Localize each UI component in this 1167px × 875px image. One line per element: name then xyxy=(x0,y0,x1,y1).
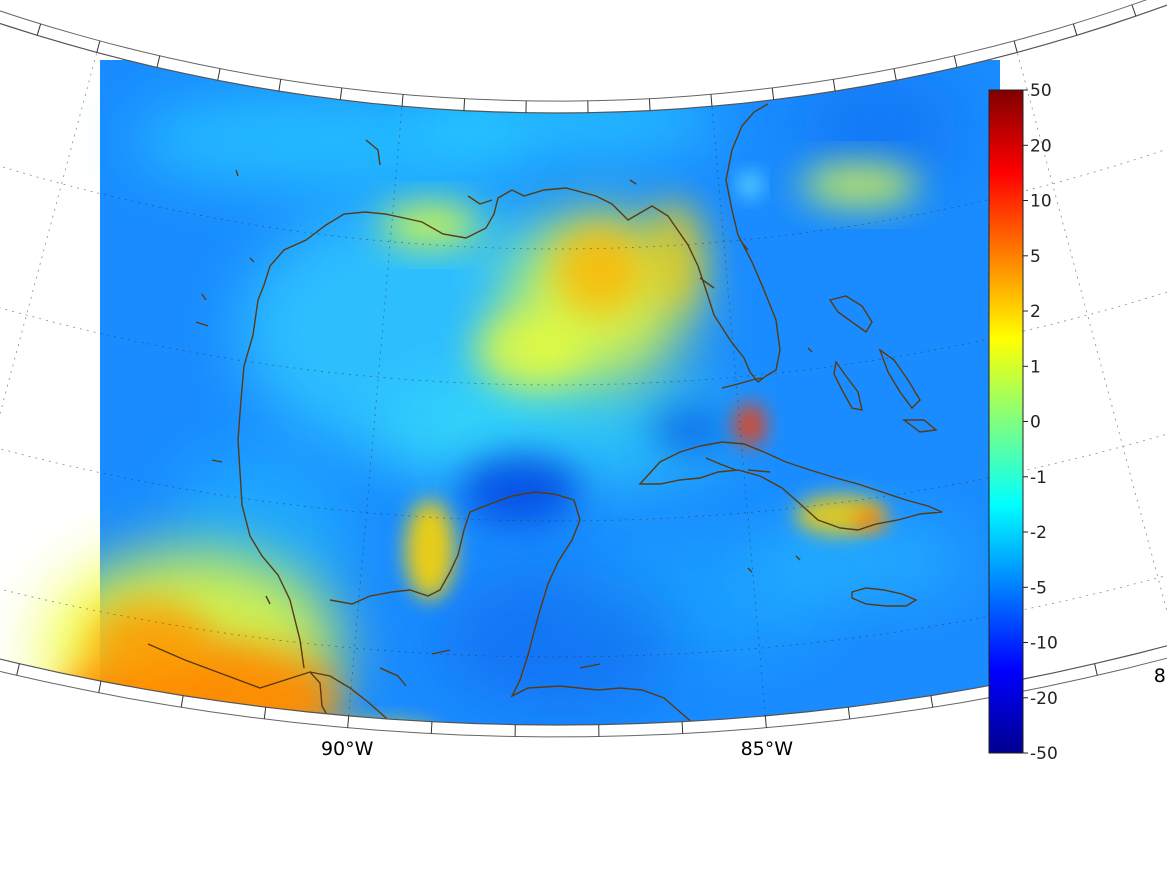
longitude-label: 80°W xyxy=(1154,665,1167,687)
longitude-label: 85°W xyxy=(741,738,794,760)
colorbar-tick-label: -2 xyxy=(1030,523,1047,543)
colorbar-tick-label: 20 xyxy=(1030,136,1052,156)
axis-tick xyxy=(648,98,651,111)
axis-tick xyxy=(217,68,221,81)
axis-tick xyxy=(96,40,101,53)
graticule-parallel xyxy=(0,315,1167,522)
graticule xyxy=(0,0,1167,716)
colorbar-tick-label: -5 xyxy=(1030,578,1047,598)
axis-tick xyxy=(847,707,851,720)
colorbar-tick-label: -10 xyxy=(1030,634,1058,654)
axis-tick xyxy=(1094,663,1098,676)
axis-tick xyxy=(16,663,20,676)
coastline-jamaica xyxy=(851,587,918,607)
coastline-florida-keys xyxy=(721,377,763,389)
coastlines xyxy=(147,103,943,725)
axis-tick xyxy=(401,94,404,107)
coastline-islands-small xyxy=(195,139,813,687)
axis-tick xyxy=(463,98,466,111)
colorbar-tick-label: -1 xyxy=(1030,468,1047,488)
colorbar-tick-label: 50 xyxy=(1030,81,1052,101)
axis-tick xyxy=(263,707,267,720)
axis-tick xyxy=(771,87,775,100)
colorbar-tick-label: 10 xyxy=(1030,192,1052,212)
axis-tick xyxy=(1131,4,1137,17)
axis-tick xyxy=(98,680,102,693)
axis-ticks xyxy=(16,4,1137,737)
coastline-bahamas xyxy=(828,295,938,433)
axis-tick xyxy=(339,87,343,100)
axis-tick xyxy=(347,715,350,728)
axis-tick xyxy=(893,68,897,81)
axis-tick xyxy=(1013,40,1018,53)
longitude-label: 90°W xyxy=(321,738,374,760)
axis-tick xyxy=(156,55,161,68)
colorbar-gradient xyxy=(988,89,1024,754)
axis-tick xyxy=(832,79,836,92)
longitude-labels: 100°W95°W90°W85°W80°W75°W xyxy=(321,665,1167,760)
coastline-cuba xyxy=(638,441,943,531)
colorbar-tick-label: 5 xyxy=(1030,247,1041,267)
axis-tick xyxy=(180,695,184,708)
colorbar-tick-label: -20 xyxy=(1030,689,1058,709)
axis-tick xyxy=(764,715,767,728)
axis-tick xyxy=(1072,23,1078,36)
colorbar-tick-label: 1 xyxy=(1030,357,1041,377)
axis-tick xyxy=(430,721,433,734)
coastline-yucatan-central-america xyxy=(329,491,703,725)
map-frame xyxy=(0,4,1167,726)
colorbar-tick-label: 2 xyxy=(1030,302,1041,322)
axis-tick xyxy=(930,695,934,708)
axis-tick xyxy=(953,55,958,68)
data-field xyxy=(40,60,1000,725)
axis-tick xyxy=(278,79,282,92)
colorbar-tick-label: 0 xyxy=(1030,413,1041,433)
axis-tick xyxy=(36,23,42,36)
coastline-pacific-mexico xyxy=(309,671,411,725)
colorbar-tick-label: -50 xyxy=(1030,744,1058,764)
axis-tick xyxy=(710,94,713,107)
axis-tick xyxy=(681,721,684,734)
